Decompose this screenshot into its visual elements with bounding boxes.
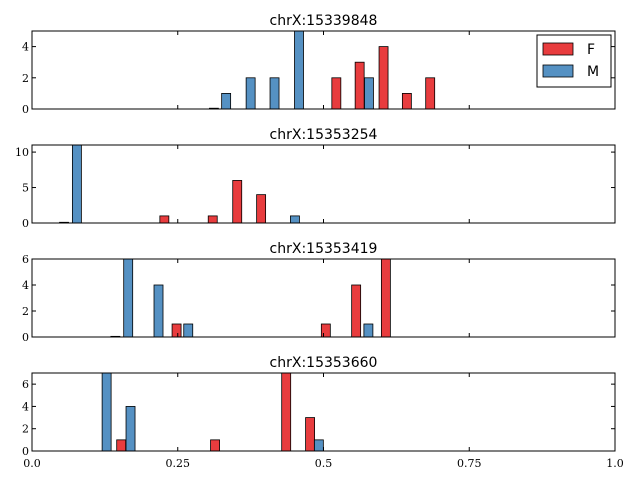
bar-F [331, 77, 342, 110]
x-tick-label: 0.75 [457, 457, 482, 470]
bar-F [401, 93, 412, 110]
plot-area [32, 373, 615, 451]
plot-area [32, 145, 615, 223]
y-tick-label: 2 [22, 72, 29, 85]
y-tick-label: 4 [22, 279, 29, 292]
bar-F [281, 372, 292, 452]
x-tick-label: 0.0 [23, 457, 41, 470]
bar-F [159, 215, 170, 224]
panel-title: chrX:15339848 [270, 13, 378, 29]
bar-F [210, 439, 220, 452]
legend-swatch-M [542, 64, 574, 78]
bar-M [123, 258, 134, 338]
panel-1: 0 2 4 chrX:15339848 [22, 13, 616, 116]
x-tick-label: 1.0 [606, 457, 624, 470]
y-tick-label: 5 [22, 182, 29, 195]
x-tick-label: 0.5 [315, 457, 333, 470]
bar-M [125, 406, 136, 452]
y-tick-label: 0 [22, 217, 29, 230]
bar-M [183, 323, 194, 338]
y-tick-label: 2 [22, 305, 29, 318]
bar-F [320, 323, 331, 338]
legend: FM [536, 34, 612, 88]
panel-4: 0 2 4 6 0.0 0.25 0.5 0.75 1.0 chrX:15353660 [22, 355, 624, 470]
y-tick-label: 4 [22, 400, 29, 413]
panel-3: 0 2 4 6 chrX:15353419 [22, 241, 616, 344]
bar-M [245, 77, 256, 110]
panel-title: chrX:15353254 [270, 127, 378, 143]
y-tick-label: 0 [22, 445, 29, 458]
bar-F [425, 77, 436, 110]
panel-2: 0 5 10 chrX:15353254 [15, 127, 616, 230]
panel-title: chrX:15353419 [270, 241, 378, 257]
bar-F [354, 61, 365, 110]
bar-F [256, 194, 267, 224]
bar-F [207, 215, 218, 224]
bar-M [290, 215, 300, 224]
bar-F [232, 180, 243, 224]
bar-F [351, 284, 362, 338]
bar-M [221, 93, 232, 110]
bar-F [378, 46, 389, 110]
y-tick-label: 4 [22, 41, 29, 54]
bar-F [305, 417, 315, 452]
bar-M [364, 77, 374, 110]
y-tick-label: 6 [22, 378, 29, 391]
bar-F [116, 439, 127, 452]
bar-F [171, 323, 182, 338]
x-tick-label: 0.25 [166, 457, 191, 470]
bar-F [380, 258, 391, 338]
bar-M [294, 30, 304, 110]
y-tick-label: 0 [22, 331, 29, 344]
bar-M [71, 144, 82, 224]
bar-M [363, 323, 374, 338]
y-tick-label: 10 [15, 146, 29, 159]
bar-M [313, 439, 324, 452]
plot-area [32, 31, 615, 109]
legend-label-M: M [587, 64, 599, 80]
y-tick-label: 2 [22, 423, 29, 436]
bar-M [101, 372, 112, 452]
bar-M [153, 284, 164, 338]
y-tick-label: 0 [22, 103, 29, 116]
legend-swatch-F [542, 42, 574, 56]
y-tick-label: 6 [22, 253, 29, 266]
panel-title: chrX:15353660 [270, 355, 378, 371]
bar-M [269, 77, 280, 110]
legend-label-F: F [587, 42, 595, 58]
